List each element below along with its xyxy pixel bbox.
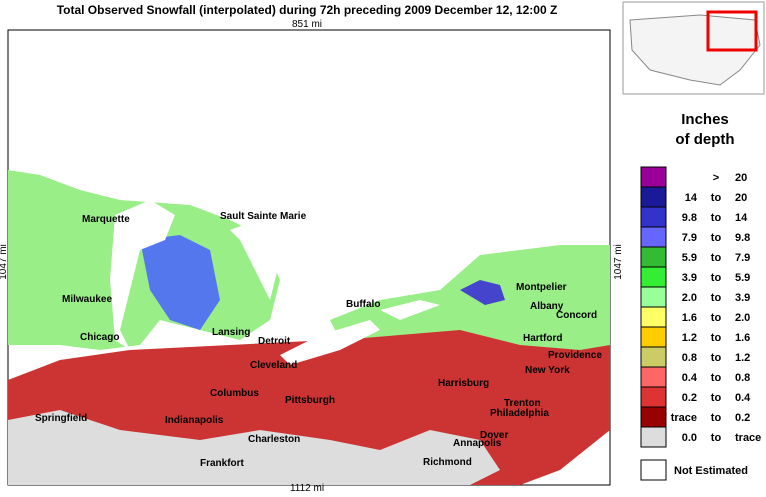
legend-title: of depth (675, 131, 734, 148)
legend-to: 0.2 (735, 412, 750, 424)
legend-to: 0.4 (735, 392, 751, 404)
legend-to: 14 (735, 212, 748, 224)
legend-sep: to (711, 272, 722, 284)
legend-to: 9.8 (735, 232, 750, 244)
city-label: Columbus (210, 388, 259, 399)
legend-to: 1.2 (735, 352, 750, 364)
legend-sep: > (713, 172, 719, 184)
legend-to: 20 (735, 172, 747, 184)
city-label: Dover (480, 430, 508, 441)
legend-sep: to (711, 412, 722, 424)
city-label: Buffalo (346, 299, 380, 310)
legend-swatch (640, 226, 667, 248)
inset-map (622, 1, 765, 95)
city-label: Chicago (80, 332, 119, 343)
legend-sep: to (711, 312, 722, 324)
legend-from: 2.0 (682, 292, 697, 304)
map (7, 29, 611, 486)
scale-label: 1047 mi (613, 244, 624, 280)
legend-from: 1.6 (682, 312, 697, 324)
city-label: Charleston (248, 434, 300, 445)
legend-swatch (640, 459, 667, 481)
legend-to: 5.9 (735, 272, 750, 284)
city-label: Indianapolis (165, 415, 224, 426)
legend-swatch (640, 186, 667, 208)
city-label: Harrisburg (438, 378, 489, 389)
legend-from: 1.2 (682, 332, 697, 344)
legend-from: 0.0 (682, 432, 697, 444)
city-label: Detroit (258, 336, 291, 347)
legend-swatch (640, 246, 667, 268)
legend-sep: to (711, 252, 722, 264)
city-label: Montpelier (516, 282, 567, 293)
scale-label: 851 mi (292, 19, 322, 30)
city-label: Providence (548, 350, 602, 361)
legend-sep: to (711, 392, 722, 404)
city-label: Concord (556, 310, 597, 321)
legend-sep: to (711, 292, 722, 304)
legend-swatch (640, 166, 667, 188)
city-label: Hartford (523, 333, 562, 344)
legend-from: 9.8 (682, 212, 697, 224)
legend-label: Not Estimated (674, 465, 748, 477)
legend-swatch (640, 206, 667, 228)
city-label: Richmond (423, 457, 472, 468)
legend-sep: to (711, 212, 722, 224)
legend-swatch (640, 266, 667, 288)
legend-sep: to (711, 352, 722, 364)
scale-label: 1112 mi (290, 483, 324, 492)
city-label: Frankfort (200, 458, 245, 469)
legend-swatch (640, 286, 667, 308)
legend-sep: to (711, 232, 722, 244)
legend-from: 0.8 (682, 352, 697, 364)
legend-swatch (640, 386, 667, 408)
legend-from: trace (671, 412, 697, 424)
legend-sep: to (711, 192, 722, 204)
legend-sep: to (711, 332, 722, 344)
legend-from: 0.4 (682, 372, 698, 384)
city-label: Sault Sainte Marie (220, 211, 307, 222)
legend-sep: to (711, 432, 722, 444)
city-label: Marquette (82, 214, 130, 225)
legend-from: 0.2 (682, 392, 697, 404)
legend-from: 5.9 (682, 252, 697, 264)
city-label: Annapolis (453, 438, 502, 449)
legend-title: Inches (681, 111, 729, 128)
city-label: Springfield (35, 413, 87, 424)
legend-from: 7.9 (682, 232, 697, 244)
legend-sep: to (711, 372, 722, 384)
city-label: Pittsburgh (285, 395, 335, 406)
legend-swatch (640, 426, 667, 448)
legend-from: 3.9 (682, 272, 697, 284)
legend-swatch (640, 306, 667, 328)
city-label: Milwaukee (62, 294, 112, 305)
city-label: New York (525, 365, 570, 376)
legend-swatch (640, 326, 667, 348)
legend-from: 14 (685, 192, 698, 204)
city-label: Cleveland (250, 360, 297, 371)
legend-swatch (640, 406, 667, 428)
legend-to: 0.8 (735, 372, 750, 384)
legend-to: 1.6 (735, 332, 750, 344)
legend-to: 7.9 (735, 252, 750, 264)
legend-to: trace (735, 432, 761, 444)
legend-swatch (640, 346, 667, 368)
scale-label: 1047 mi (0, 244, 9, 280)
city-label: Albany (530, 301, 564, 312)
city-label: Lansing (212, 327, 250, 338)
legend-swatch (640, 366, 667, 388)
legend-to: 3.9 (735, 292, 750, 304)
legend-to: 2.0 (735, 312, 750, 324)
legend-to: 20 (735, 192, 747, 204)
title: Total Observed Snowfall (interpolated) d… (57, 3, 558, 17)
city-label: Trenton (504, 398, 541, 409)
city-label: Philadelphia (490, 408, 549, 419)
